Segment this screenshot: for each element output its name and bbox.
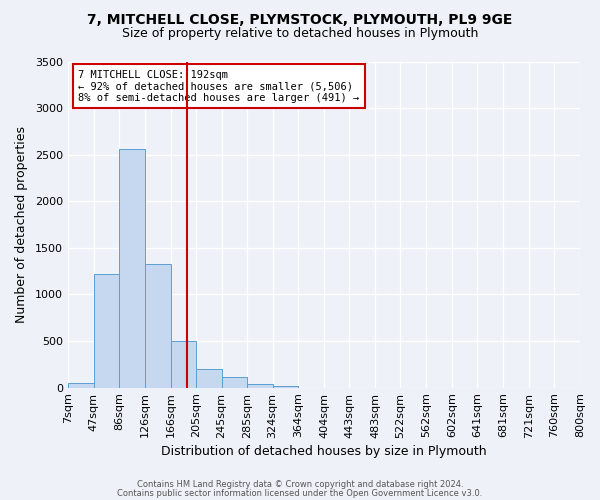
Bar xyxy=(221,378,247,388)
Bar xyxy=(145,264,170,388)
Bar xyxy=(272,386,298,388)
X-axis label: Distribution of detached houses by size in Plymouth: Distribution of detached houses by size … xyxy=(161,444,487,458)
Bar xyxy=(247,384,272,388)
Text: Contains HM Land Registry data © Crown copyright and database right 2024.: Contains HM Land Registry data © Crown c… xyxy=(137,480,463,489)
Y-axis label: Number of detached properties: Number of detached properties xyxy=(15,126,28,323)
Text: 7 MITCHELL CLOSE: 192sqm
← 92% of detached houses are smaller (5,506)
8% of semi: 7 MITCHELL CLOSE: 192sqm ← 92% of detach… xyxy=(78,70,359,103)
Text: Contains public sector information licensed under the Open Government Licence v3: Contains public sector information licen… xyxy=(118,488,482,498)
Text: Size of property relative to detached houses in Plymouth: Size of property relative to detached ho… xyxy=(122,28,478,40)
Bar xyxy=(68,383,94,388)
Bar xyxy=(94,274,119,388)
Bar xyxy=(170,341,196,388)
Bar xyxy=(196,369,221,388)
Bar xyxy=(119,149,145,388)
Text: 7, MITCHELL CLOSE, PLYMSTOCK, PLYMOUTH, PL9 9GE: 7, MITCHELL CLOSE, PLYMSTOCK, PLYMOUTH, … xyxy=(88,12,512,26)
